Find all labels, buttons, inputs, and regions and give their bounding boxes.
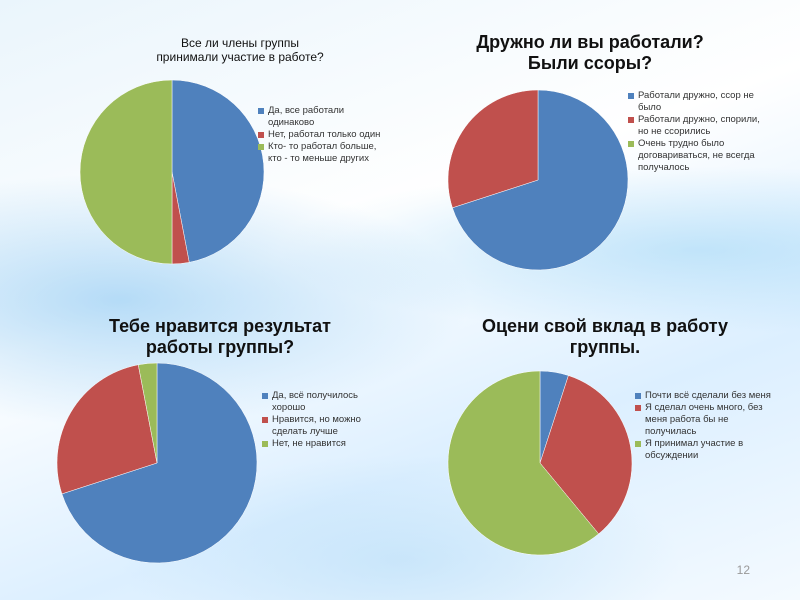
legend-item: Нет, работал только один xyxy=(258,129,383,141)
legend-label: Нет, не нравится xyxy=(272,438,346,449)
legend-swatch xyxy=(635,441,641,447)
legend-item: Работали дружно, ссор не было xyxy=(628,90,768,114)
pie-slice xyxy=(452,89,629,271)
legend-label: Я принимал участие в обсуждении xyxy=(645,438,744,461)
legend-label: Почти всё сделали без меня xyxy=(645,390,771,401)
page-number: 12 xyxy=(736,563,750,577)
chart-title: Дружно ли вы работали? Были ссоры? xyxy=(476,32,704,73)
legend-label: Нравится, но можно сделать лучше xyxy=(272,414,361,437)
legend-item: Кто- то работал больше, кто - то меньше … xyxy=(258,141,383,165)
legend-item: Да, все работали одинаково xyxy=(258,105,383,129)
pie-slice xyxy=(79,79,173,265)
legend-item: Почти всё сделали без меня xyxy=(635,390,775,402)
legend-item: Я принимал участие в обсуждении xyxy=(635,438,775,462)
legend-label: Кто- то работал больше, кто - то меньше … xyxy=(268,141,377,164)
chart-title: Оцени свой вклад в работу группы. xyxy=(481,316,729,357)
legend-swatch xyxy=(258,144,264,150)
pie-slice xyxy=(137,362,158,464)
legend-item: Нет, не нравится xyxy=(262,438,372,450)
legend-item: Очень трудно было договариваться, не все… xyxy=(628,138,768,174)
pie-slice xyxy=(539,375,633,535)
legend-label: Да, всё получилось хорошо xyxy=(272,390,359,413)
chart-title: Все ли члены группы принимали участие в … xyxy=(156,36,324,64)
legend-label: Работали дружно, спорили, но не ссорилис… xyxy=(638,114,760,137)
legend-swatch xyxy=(628,117,634,123)
legend-item: Работали дружно, спорили, но не ссорилис… xyxy=(628,114,768,138)
legend-swatch xyxy=(628,93,634,99)
pie-slice xyxy=(447,370,599,556)
pie-slice xyxy=(171,79,265,263)
legend-label: Работали дружно, ссор не было xyxy=(638,90,754,113)
chart-title: Тебе нравится результат работы группы? xyxy=(109,316,331,357)
legend: Да, все работали одинаково Нет, работал т… xyxy=(258,105,383,165)
legend-swatch xyxy=(635,405,641,411)
legend-swatch xyxy=(258,108,264,114)
legend-swatch xyxy=(262,417,268,423)
legend: Да, всё получилось хорошо Нравится, но мо… xyxy=(262,390,372,450)
legend-label: Да, все работали одинаково xyxy=(268,105,345,128)
pie-slice xyxy=(447,89,539,209)
legend-swatch xyxy=(262,393,268,399)
legend-swatch xyxy=(635,393,641,399)
legend-swatch xyxy=(262,441,268,447)
legend-label: Я сделал очень много, без меня работа бы… xyxy=(645,402,763,437)
pie-slice xyxy=(56,364,158,495)
legend-item: Я сделал очень много, без меня работа бы… xyxy=(635,402,775,438)
legend-item: Нравится, но можно сделать лучше xyxy=(262,414,372,438)
legend-item: Да, всё получилось хорошо xyxy=(262,390,372,414)
legend-swatch xyxy=(628,141,634,147)
legend-swatch xyxy=(258,132,264,138)
legend: Почти всё сделали без меня Я сделал очень… xyxy=(635,390,775,462)
legend-label: Нет, работал только один xyxy=(268,129,381,140)
legend: Работали дружно, ссор не было Работали др… xyxy=(628,90,768,174)
pie-slice xyxy=(61,362,258,564)
legend-label: Очень трудно было договариваться, не все… xyxy=(638,138,755,173)
